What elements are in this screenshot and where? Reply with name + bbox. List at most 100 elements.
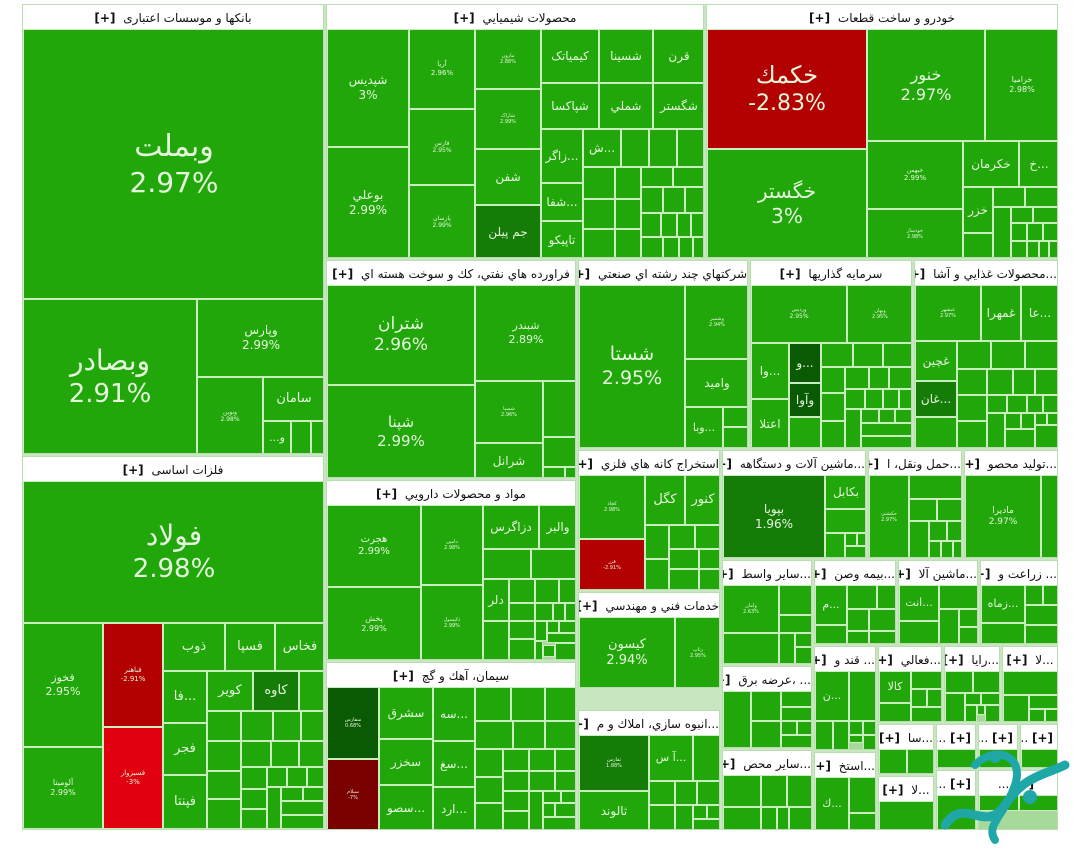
stock-tile[interactable] (857, 533, 865, 546)
stock-tile-vbsader[interactable]: وبصادر 2.91% (23, 299, 197, 453)
sector-header[interactable]: ... زراعت و [+] (981, 561, 1057, 585)
expand-button[interactable]: [+] (1006, 653, 1028, 667)
stock-tile-va[interactable]: ...وا (751, 343, 789, 399)
stock-tile[interactable] (641, 187, 663, 213)
stock-tile-knour[interactable]: کنور (685, 475, 719, 525)
stock-tile-shgostar[interactable]: شگستر (653, 83, 703, 129)
stock-tile-kayson[interactable]: کیسون 2.94% (579, 617, 675, 687)
stock-tile-ssofi[interactable]: ...سصو (379, 785, 433, 829)
stock-tile[interactable] (795, 647, 811, 663)
stock-tile[interactable] (849, 813, 875, 829)
stock-tile[interactable] (509, 639, 535, 659)
stock-tile-as[interactable]: ...آ س (649, 735, 693, 781)
stock-tile-shespa[interactable]: شسپا 2.96% (475, 381, 543, 443)
stock-tile[interactable] (959, 627, 977, 643)
expand-button[interactable]: [+] (579, 717, 589, 731)
stock-tile[interactable] (677, 129, 703, 167)
stock-tile[interactable] (307, 767, 323, 787)
sector-header[interactable]: سیمان، آهك و گچ [+] (327, 663, 575, 687)
stock-tile-khazar[interactable]: خزر (963, 187, 993, 233)
stock-tile-jampilen[interactable]: جم پیلن (475, 205, 541, 257)
stock-tile[interactable] (543, 803, 555, 817)
stock-tile[interactable] (543, 437, 575, 467)
stock-tile[interactable] (241, 809, 267, 829)
sector-header[interactable]: ...فعالي [+] (879, 647, 941, 671)
expand-button[interactable]: [+] (1031, 731, 1053, 745)
stock-tile[interactable] (241, 711, 273, 741)
stock-tile-sh[interactable]: ...ش (583, 129, 621, 167)
stock-tile[interactable] (475, 749, 503, 777)
sector-header[interactable]: فلزات اساسی [+] (23, 457, 323, 481)
expand-button[interactable]: [+] (723, 673, 731, 687)
stock-tile[interactable] (299, 741, 323, 767)
stock-tile[interactable] (1027, 241, 1039, 257)
stock-tile[interactable] (547, 633, 575, 643)
stock-tile-tapiko[interactable]: تاپیکو (541, 221, 583, 257)
stock-tile[interactable] (675, 781, 697, 805)
stock-tile[interactable] (1035, 425, 1057, 447)
stock-tile-fajr[interactable]: فجر (163, 723, 207, 775)
stock-tile-vbehan[interactable]: وبهان 2.95% (847, 285, 911, 343)
stock-tile-kh[interactable]: ...خ (1019, 141, 1057, 187)
sector-header[interactable]: سرمایه گذاریها [+] (751, 261, 911, 285)
stock-tile-n[interactable]: ...ن (815, 671, 849, 721)
stock-tile-khakamak[interactable]: خکمك -2.83% (707, 29, 867, 149)
stock-tile-khgostar[interactable]: خگستر 3% (707, 149, 867, 257)
stock-tile-silam[interactable]: سیلام -7% (327, 759, 379, 829)
stock-tile-thfars[interactable]: ثفارس 1.88% (579, 735, 649, 791)
sector-header[interactable]: ... ،عرضه برق [+] (723, 667, 811, 691)
stock-tile[interactable] (291, 421, 311, 453)
stock-tile-saman[interactable]: سامان (263, 377, 323, 421)
stock-tile[interactable] (821, 421, 845, 447)
stock-tile[interactable] (939, 609, 959, 643)
stock-tile[interactable] (1029, 695, 1057, 709)
stock-tile-kchad[interactable]: کچاد 2.98% (579, 475, 645, 539)
stock-tile-shbandar[interactable]: شبندر 2.89% (475, 285, 575, 381)
stock-tile-dkapsul[interactable]: دکپسول 2.99% (421, 585, 483, 659)
stock-tile[interactable] (503, 749, 529, 771)
expand-button[interactable]: [+] (815, 759, 831, 773)
stock-tile[interactable] (781, 707, 811, 721)
stock-tile[interactable] (207, 771, 241, 799)
sector-header[interactable]: ...ماشین آلات و دستگاهه [+] (723, 451, 865, 475)
stock-tile[interactable] (621, 129, 649, 167)
stock-tile[interactable] (861, 423, 911, 436)
stock-tile[interactable] (987, 413, 1005, 447)
stock-tile[interactable] (287, 767, 307, 787)
stock-tile[interactable] (845, 546, 865, 557)
stock-tile-vomid[interactable]: وامید (685, 359, 747, 407)
stock-tile[interactable] (877, 585, 895, 609)
expand-button[interactable]: [+] (376, 487, 398, 501)
sector-header[interactable]: ...تولید محصو [+] (965, 451, 1057, 475)
stock-tile[interactable] (695, 525, 719, 549)
sector-header[interactable]: [+] ... (937, 771, 975, 795)
stock-tile-skhazar[interactable]: سخزر (379, 739, 433, 785)
expand-button[interactable]: [+] (809, 11, 831, 25)
stock-tile[interactable] (543, 791, 561, 803)
expand-button[interactable]: [+] (915, 267, 926, 281)
stock-tile[interactable] (959, 609, 977, 627)
stock-tile[interactable] (1029, 709, 1045, 721)
stock-tile[interactable] (301, 711, 323, 741)
stock-tile[interactable] (535, 579, 559, 603)
stock-tile-a[interactable]: ...عا (1021, 285, 1057, 341)
stock-tile-bkabel[interactable]: بکابل (825, 475, 865, 509)
stock-tile-fkhouz[interactable]: فخوز 2.95% (23, 623, 103, 747)
stock-tile[interactable] (475, 721, 513, 749)
stock-tile[interactable] (795, 633, 811, 647)
stock-tile[interactable] (937, 499, 961, 521)
stock-tile[interactable] (583, 229, 615, 257)
stock-tile-fa[interactable]: ...فا (163, 671, 207, 723)
sector-header[interactable]: استخراج کانه هاي فلزي [+] (579, 451, 719, 475)
stock-tile[interactable] (779, 615, 811, 633)
expand-button[interactable]: [+] (94, 11, 116, 25)
stock-tile[interactable] (707, 805, 719, 819)
stock-tile-kavir[interactable]: کویر (207, 671, 253, 711)
stock-tile-kaveh[interactable]: کاوه (253, 671, 299, 711)
stock-tile[interactable] (789, 807, 811, 829)
stock-tile[interactable] (503, 771, 529, 791)
stock-tile[interactable] (883, 343, 911, 367)
stock-tile[interactable] (993, 207, 1011, 257)
stock-tile[interactable] (555, 803, 575, 817)
stock-tile[interactable] (641, 167, 673, 187)
